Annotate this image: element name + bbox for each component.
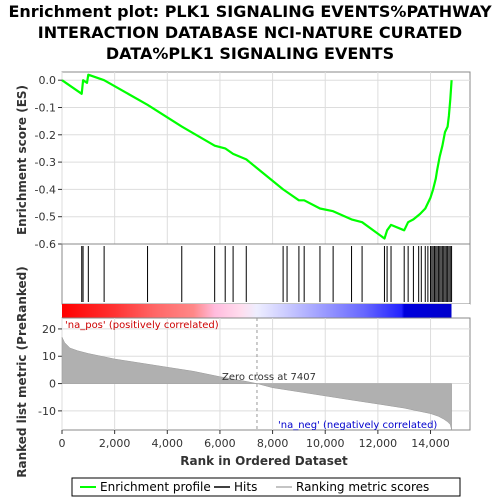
x-tick-label: 8,000 (257, 437, 289, 450)
x-tick-label: 12,000 (359, 437, 398, 450)
es-panel-frame (61, 71, 471, 245)
es-tick-label: -0.5 (35, 211, 56, 224)
es-tick-label: -0.4 (35, 183, 56, 196)
chart-title-line-3: DATA%PLK1 SIGNALING EVENTS (106, 44, 394, 63)
rank-y-axis-label: Ranked list metric (PreRanked) (15, 266, 29, 478)
x-tick-label: 14,000 (411, 437, 450, 450)
hits-layer (81, 246, 453, 302)
pos-correlated-label: 'na_pos' (positively correlated) (65, 320, 219, 331)
chart-title-line-1: Enrichment plot: PLK1 SIGNALING EVENTS%P… (8, 2, 491, 21)
ranking-metric-layer (61, 318, 452, 431)
x-axis-ticks: 0 2,000 4,000 6,000 8,000 10,000 12,000 14,000 (59, 430, 450, 450)
x-tick-label: 4,000 (152, 437, 184, 450)
x-tick-label: 6,000 (204, 437, 236, 450)
rank-tick-label: -10 (38, 405, 56, 418)
es-tick-label: -0.6 (35, 238, 56, 251)
rank-y-ticks: 20 10 0 -10 (38, 323, 62, 418)
x-axis-label: Rank in Ordered Dataset (180, 454, 348, 468)
rank-tick-label: 10 (42, 350, 56, 363)
legend-ranking-label: Ranking metric scores (296, 480, 429, 494)
es-tick-label: 0.0 (39, 74, 57, 87)
enrichment-profile-line (61, 73, 453, 240)
hits-panel-frame (61, 243, 471, 305)
es-grid (61, 72, 470, 245)
es-y-axis-label: Enrichment score (ES) (15, 85, 29, 235)
ranking-metric-area (61, 336, 452, 431)
legend-enrichment-label: Enrichment profile (100, 480, 211, 494)
legend-box (71, 477, 461, 497)
es-tick-label: -0.3 (35, 156, 56, 169)
zero-cross-label: Zero cross at 7407 (222, 372, 316, 383)
es-y-ticks: 0.0 -0.1 -0.2 -0.3 -0.4 -0.5 -0.6 (35, 74, 62, 251)
neg-correlated-label: 'na_neg' (negatively correlated) (278, 420, 437, 431)
ranking-heat-bar (62, 304, 470, 318)
es-tick-label: -0.1 (35, 101, 56, 114)
x-tick-label: 0 (59, 437, 66, 450)
legend-hits-label: Hits (234, 480, 257, 494)
rank-tick-label: 20 (42, 323, 56, 336)
es-tick-label: -0.2 (35, 129, 56, 142)
x-tick-label: 10,000 (306, 437, 345, 450)
enrichment-profile-layer (61, 73, 453, 240)
rank-tick-label: 0 (49, 378, 56, 391)
chart-title-line-2: INTERACTION DATABASE NCI-NATURE CURATED (38, 23, 462, 42)
x-tick-label: 2,000 (99, 437, 131, 450)
